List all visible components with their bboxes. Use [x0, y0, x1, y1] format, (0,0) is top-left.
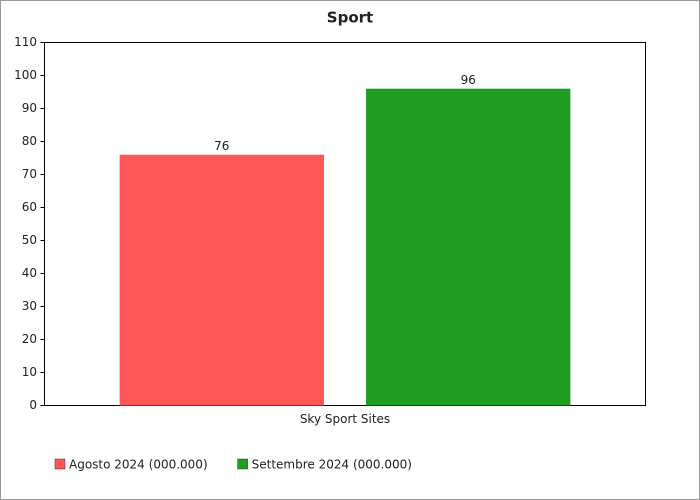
y-tick-label: 10 [22, 365, 37, 379]
legend-label: Agosto 2024 (000.000) [69, 458, 208, 472]
bar [119, 154, 324, 406]
y-tick-label: 0 [29, 398, 37, 412]
y-tick-label: 60 [22, 200, 37, 214]
x-tick-label: Sky Sport Sites [300, 412, 390, 426]
bar [366, 88, 571, 406]
y-tick-label: 110 [14, 35, 37, 49]
data-label: 96 [461, 73, 476, 87]
y-tick-label: 30 [22, 299, 37, 313]
y-tick-label: 80 [22, 134, 37, 148]
y-tick-label: 90 [22, 101, 37, 115]
y-tick-label: 40 [22, 266, 37, 280]
data-label: 76 [214, 139, 229, 153]
legend-swatch [237, 458, 248, 470]
y-tick-label: 50 [22, 233, 37, 247]
y-tick-label: 100 [14, 68, 37, 82]
legend-swatch [54, 458, 66, 470]
chart-title: Sport [327, 9, 373, 27]
legend-label: Settembre 2024 (000.000) [252, 458, 412, 472]
y-tick-label: 20 [22, 332, 37, 346]
plot-area [44, 42, 646, 406]
y-tick-label: 70 [22, 167, 37, 181]
